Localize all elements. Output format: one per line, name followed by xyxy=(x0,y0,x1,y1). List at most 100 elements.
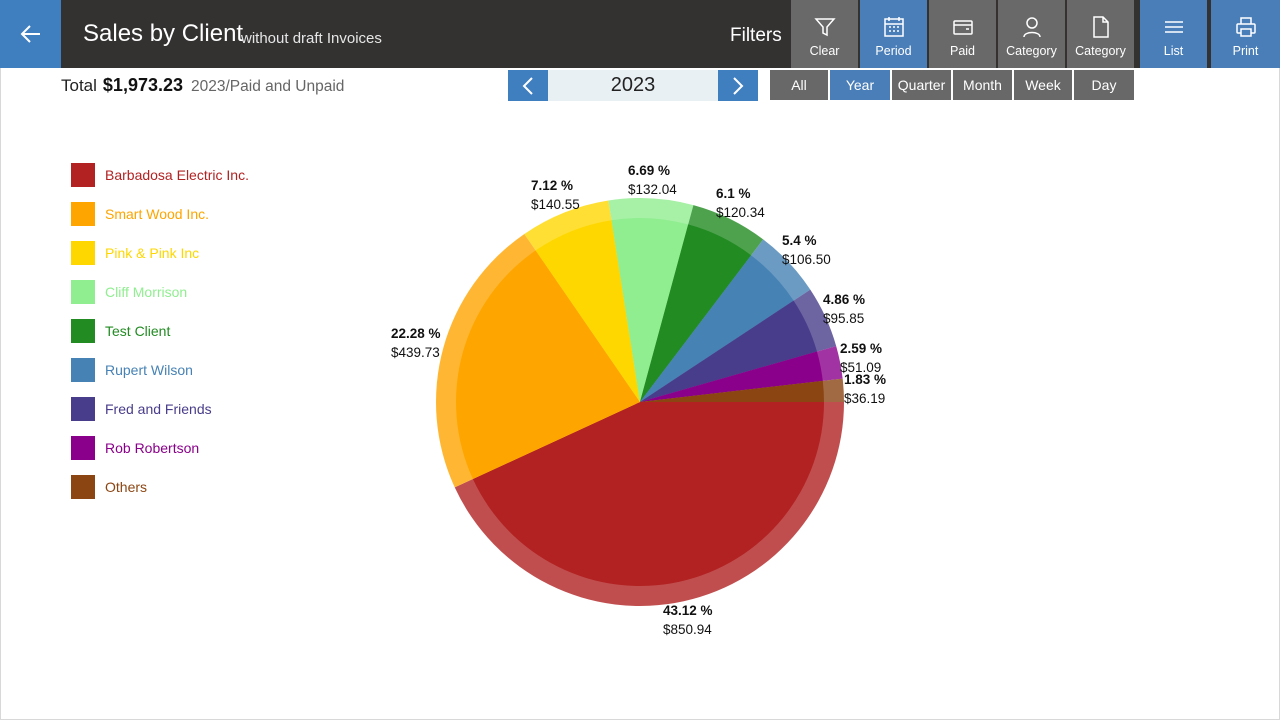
list-icon xyxy=(1163,16,1185,38)
pie-slice-body xyxy=(640,300,817,402)
list-view-label: List xyxy=(1163,44,1184,58)
legend-item[interactable]: Cliff Morrison xyxy=(71,280,187,304)
slice-percent-label: 43.12 % xyxy=(663,603,713,618)
clear-filter-button[interactable]: Clear xyxy=(791,0,858,68)
tab-all[interactable]: All xyxy=(770,70,828,100)
legend-item[interactable]: Fred and Friends xyxy=(71,397,212,421)
pie-slice-body xyxy=(535,220,640,402)
legend-label: Test Client xyxy=(105,323,171,339)
tab-year[interactable]: Year xyxy=(830,70,890,100)
slice-amount-label: $51.09 xyxy=(840,360,881,375)
tab-day[interactable]: Day xyxy=(1074,70,1134,100)
slice-percent-label: 4.86 % xyxy=(823,292,865,307)
back-button[interactable] xyxy=(0,0,61,68)
legend-label: Smart Wood Inc. xyxy=(105,206,210,222)
legend-label: Barbadosa Electric Inc. xyxy=(105,167,249,183)
slice-amount-label: $850.94 xyxy=(663,622,712,637)
slice-percent-label: 5.4 % xyxy=(782,233,817,248)
slice-percent-label: 22.28 % xyxy=(391,326,441,341)
slice-percent-label: 2.59 % xyxy=(840,341,882,356)
legend-label: Rupert Wilson xyxy=(105,362,193,378)
legend-item[interactable]: Pink & Pink Inc xyxy=(71,241,199,265)
legend-swatch xyxy=(71,475,95,499)
legend-item[interactable]: Others xyxy=(71,475,147,499)
legend-label: Pink & Pink Inc xyxy=(105,245,200,261)
document-category-label: Category xyxy=(1075,44,1126,58)
legend-item[interactable]: Barbadosa Electric Inc. xyxy=(71,163,249,187)
tab-quarter[interactable]: Quarter xyxy=(892,70,951,100)
document-category-button[interactable]: Category xyxy=(1067,0,1134,68)
pie-slice[interactable] xyxy=(640,346,843,402)
pie-slice[interactable] xyxy=(608,198,694,402)
printer-icon xyxy=(1235,16,1257,38)
pie-slice[interactable] xyxy=(435,233,640,488)
legend-swatch xyxy=(71,241,95,265)
client-category-label: Category xyxy=(1006,44,1057,58)
period-filter-label: Period xyxy=(875,44,912,58)
tab-week[interactable]: Week xyxy=(1014,70,1072,100)
tab-month[interactable]: Month xyxy=(953,70,1012,100)
pie-slice[interactable] xyxy=(640,289,837,402)
period-filter-button[interactable]: Period xyxy=(860,0,927,68)
legend-swatch xyxy=(71,358,95,382)
calendar-icon xyxy=(883,16,905,38)
slice-percent-label: 7.12 % xyxy=(531,178,573,193)
slice-amount-label: $140.55 xyxy=(531,197,580,212)
pie-slice-body xyxy=(472,402,824,587)
legend-swatch xyxy=(71,319,95,343)
slice-amount-label: $120.34 xyxy=(716,205,765,220)
paid-filter-label: Paid xyxy=(949,44,976,58)
slice-amount-label: $95.85 xyxy=(823,311,864,326)
legend-item[interactable]: Rob Robertson xyxy=(71,436,199,460)
pie-slice[interactable] xyxy=(640,239,811,402)
slice-amount-label: $132.04 xyxy=(628,182,677,197)
legend-swatch xyxy=(71,280,95,304)
total-label: Total xyxy=(61,76,97,95)
pie-slice[interactable] xyxy=(640,378,844,402)
slice-amount-label: $36.19 xyxy=(844,391,885,406)
print-label: Print xyxy=(1232,44,1259,58)
slice-amount-label: $439.73 xyxy=(391,345,440,360)
arrow-left-icon xyxy=(20,25,40,43)
pie-slice[interactable] xyxy=(454,402,844,607)
page-subtitle: without draft Invoices xyxy=(241,30,382,47)
legend-swatch xyxy=(71,397,95,421)
slice-percent-label: 6.1 % xyxy=(716,186,751,201)
print-button[interactable]: Print xyxy=(1211,0,1280,68)
pie-slice-body xyxy=(640,255,794,402)
filters-label: Filters xyxy=(730,25,782,46)
person-icon xyxy=(1021,16,1043,38)
legend-label: Rob Robertson xyxy=(105,440,200,456)
legend-item[interactable]: Smart Wood Inc. xyxy=(71,202,209,226)
slice-percent-label: 6.69 % xyxy=(628,163,670,178)
legend-swatch xyxy=(71,436,95,460)
current-period: 2023 xyxy=(548,70,718,101)
chevron-right-icon xyxy=(733,76,744,95)
pie-slice-body xyxy=(640,380,824,402)
list-view-button[interactable]: List xyxy=(1140,0,1207,68)
pie-slice-body xyxy=(611,218,689,402)
pie-slice-body xyxy=(640,351,823,402)
pie-slice-body xyxy=(455,250,640,480)
slice-amount-label: $106.50 xyxy=(782,252,831,267)
legend-swatch xyxy=(71,163,95,187)
pie-slice[interactable] xyxy=(524,200,640,402)
next-period-button[interactable] xyxy=(718,70,758,101)
legend-swatch xyxy=(71,202,95,226)
chevron-left-icon xyxy=(522,76,533,95)
legend-label: Others xyxy=(105,479,148,495)
legend-label: Fred and Friends xyxy=(105,401,212,417)
clear-filter-label: Clear xyxy=(809,44,840,58)
paid-filter-button[interactable]: Paid xyxy=(929,0,996,68)
legend-item[interactable]: Rupert Wilson xyxy=(71,358,193,382)
previous-period-button[interactable] xyxy=(508,70,548,101)
pie-slice-body xyxy=(640,224,752,402)
legend-item[interactable]: Test Client xyxy=(71,319,170,343)
wallet-icon xyxy=(952,16,974,38)
pie-slice[interactable] xyxy=(640,205,764,402)
legend-label: Cliff Morrison xyxy=(105,284,188,300)
page-title: Sales by Client xyxy=(83,20,244,47)
total-summary: Total $1,973.23 2023/Paid and Unpaid xyxy=(61,75,344,96)
client-category-button[interactable]: Category xyxy=(998,0,1065,68)
